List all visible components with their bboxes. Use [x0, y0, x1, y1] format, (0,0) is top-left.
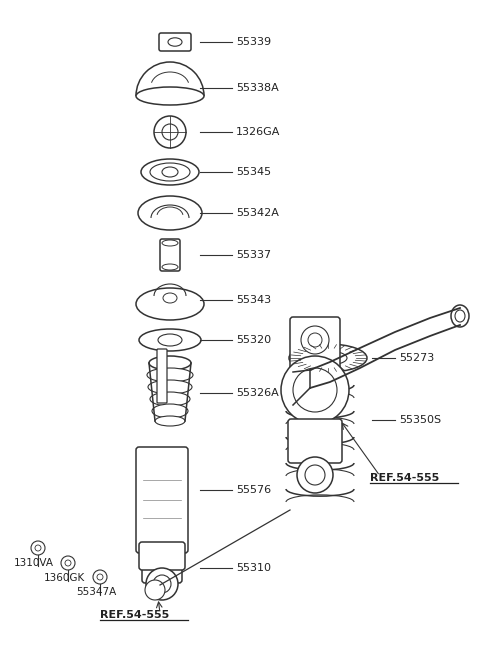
Circle shape [35, 545, 41, 551]
Circle shape [154, 116, 186, 148]
Text: 55273: 55273 [399, 353, 434, 363]
Circle shape [93, 570, 107, 584]
Text: 55339: 55339 [236, 37, 271, 47]
Ellipse shape [162, 240, 178, 246]
FancyBboxPatch shape [136, 447, 188, 553]
Ellipse shape [162, 167, 178, 177]
FancyBboxPatch shape [157, 349, 167, 403]
Circle shape [153, 575, 171, 593]
Circle shape [31, 541, 45, 555]
FancyBboxPatch shape [288, 419, 342, 463]
Ellipse shape [136, 288, 204, 320]
Text: REF.54-555: REF.54-555 [100, 610, 169, 620]
Circle shape [61, 556, 75, 570]
Ellipse shape [455, 310, 465, 322]
Ellipse shape [148, 380, 192, 394]
Ellipse shape [451, 305, 469, 327]
FancyBboxPatch shape [160, 239, 180, 271]
Text: 55320: 55320 [236, 335, 271, 345]
Ellipse shape [139, 329, 201, 351]
Circle shape [305, 465, 325, 485]
Text: 1360GK: 1360GK [44, 573, 85, 583]
FancyBboxPatch shape [142, 547, 182, 583]
Text: 55342A: 55342A [236, 208, 279, 218]
Circle shape [308, 333, 322, 347]
Ellipse shape [136, 87, 204, 105]
Ellipse shape [155, 416, 185, 426]
Text: 1326GA: 1326GA [236, 127, 280, 137]
Ellipse shape [309, 351, 347, 365]
Ellipse shape [147, 368, 193, 382]
Text: 55576: 55576 [236, 485, 271, 495]
FancyBboxPatch shape [139, 542, 185, 570]
Text: 55337: 55337 [236, 250, 271, 260]
Text: 1310VA: 1310VA [14, 558, 54, 568]
Ellipse shape [158, 334, 182, 346]
Text: 55338A: 55338A [236, 83, 279, 93]
Ellipse shape [138, 196, 202, 230]
Circle shape [162, 124, 178, 140]
Ellipse shape [150, 392, 190, 406]
Circle shape [97, 574, 103, 580]
Ellipse shape [150, 163, 190, 181]
Ellipse shape [141, 159, 199, 185]
Ellipse shape [162, 264, 178, 270]
Ellipse shape [163, 293, 177, 303]
Circle shape [297, 457, 333, 493]
Ellipse shape [168, 38, 182, 47]
Circle shape [281, 356, 349, 424]
Text: 55310: 55310 [236, 563, 271, 573]
Ellipse shape [152, 404, 188, 418]
Text: 55345: 55345 [236, 167, 271, 177]
Circle shape [65, 560, 71, 566]
Text: 55343: 55343 [236, 295, 271, 305]
Text: 55347A: 55347A [76, 587, 116, 597]
Circle shape [145, 580, 165, 600]
Text: 55326A: 55326A [236, 388, 279, 398]
FancyBboxPatch shape [159, 33, 191, 51]
Ellipse shape [289, 344, 367, 372]
Text: REF.54-555: REF.54-555 [370, 473, 439, 483]
Circle shape [293, 368, 337, 412]
Circle shape [301, 326, 329, 354]
FancyBboxPatch shape [290, 317, 340, 375]
Text: 55350S: 55350S [399, 415, 441, 425]
Circle shape [146, 568, 178, 600]
Ellipse shape [149, 356, 191, 370]
